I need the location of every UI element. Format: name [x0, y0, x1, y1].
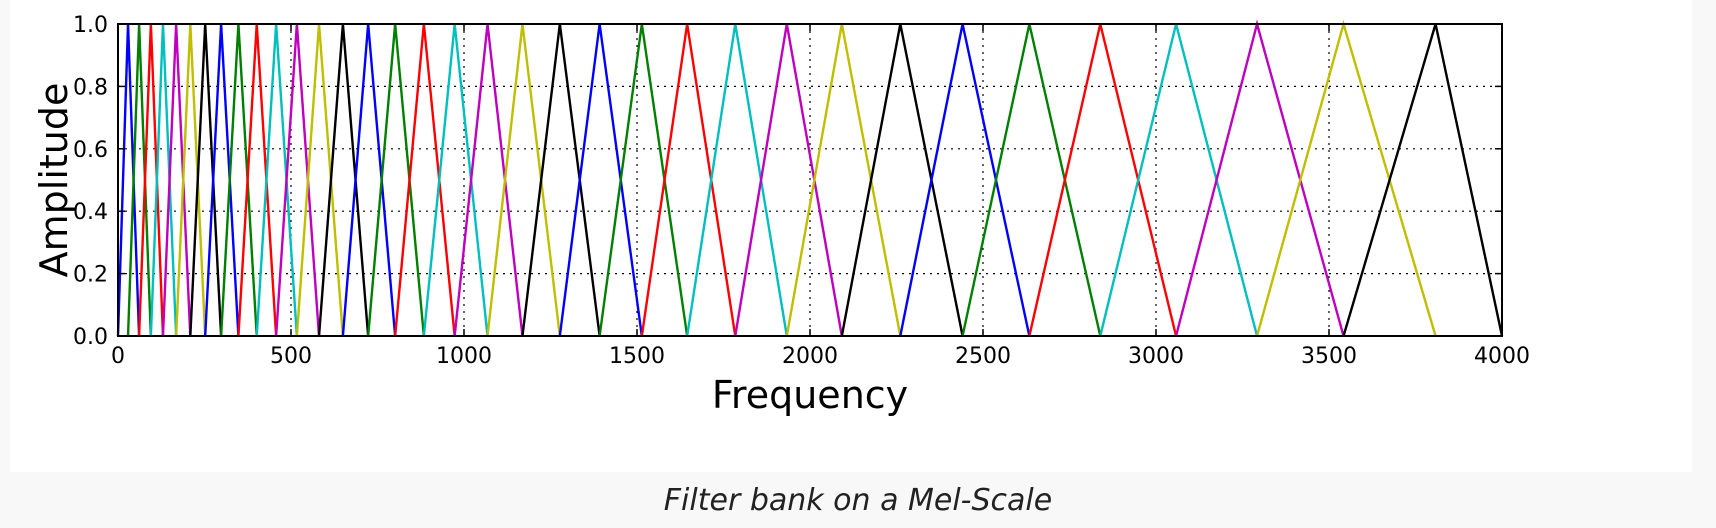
filter-triangle [1255, 19, 1437, 337]
y-tick-label: 0.2 [73, 263, 108, 288]
filter-triangle [237, 23, 278, 337]
x-tick-label: 3500 [1301, 344, 1357, 369]
filter-triangle [274, 23, 321, 337]
x-tick-label: 1000 [436, 344, 492, 369]
filter-triangle [640, 23, 737, 337]
filter-triangle [1028, 23, 1178, 337]
y-tick-label: 0.4 [73, 200, 108, 225]
x-tick-label: 500 [270, 344, 312, 369]
filter-triangle [203, 23, 240, 337]
filter-triangle [521, 23, 601, 337]
filter-triangle [685, 23, 789, 337]
filter-triangle [149, 23, 178, 337]
y-tick-label: 1.0 [73, 13, 108, 38]
filter-triangle [393, 23, 456, 337]
mel-filterbank-chart: 0 500 1000 1500 2000 2500 3000 3500 4000 0.0 0.2 0.… [32, 13, 1530, 417]
y-tick-label: 0.8 [73, 75, 108, 100]
y-tick-label: 0.0 [73, 325, 108, 350]
filter-triangle [598, 23, 689, 337]
filter-triangle [295, 23, 345, 337]
filter-triangle [1174, 19, 1345, 337]
grid [118, 24, 1502, 336]
axis-ticks: 0 500 1000 1500 2000 2500 3000 3500 4000 0.0 0.2 0.… [73, 13, 1530, 369]
x-tick-label: 3000 [1128, 344, 1184, 369]
filter-triangle [317, 23, 370, 337]
filter-triangle [174, 23, 207, 337]
filter-triangle [734, 23, 844, 337]
y-axis-label: Amplitude [32, 83, 76, 278]
x-axis-label: Frequency [712, 373, 908, 417]
filter-triangle [558, 23, 644, 337]
x-tick-label: 0 [111, 344, 125, 369]
filter-triangle [1099, 23, 1259, 337]
x-tick-label: 2000 [782, 344, 838, 369]
filter-triangle [137, 23, 165, 337]
filter-triangle [189, 23, 223, 337]
figure-caption: Filter bank on a Mel-Scale [663, 482, 1053, 518]
filter-triangle [899, 23, 1031, 337]
filter-triangle [486, 23, 562, 337]
filter-triangle [785, 23, 902, 337]
filter-triangle [366, 23, 426, 337]
filter-triangle [453, 23, 524, 337]
y-tick-label: 0.6 [73, 138, 108, 163]
filter-triangle [219, 23, 258, 337]
filter-triangle [341, 23, 397, 337]
filter-triangle [126, 23, 153, 337]
filter-triangle [422, 23, 489, 337]
filter-triangle [840, 23, 964, 337]
figure: 0 500 1000 1500 2000 2500 3000 3500 4000 0.0 0.2 0.… [10, 0, 1692, 472]
x-tick-label: 1500 [609, 344, 665, 369]
x-tick-label: 4000 [1474, 344, 1530, 369]
filter-triangle [161, 23, 192, 337]
x-tick-label: 2500 [955, 344, 1011, 369]
